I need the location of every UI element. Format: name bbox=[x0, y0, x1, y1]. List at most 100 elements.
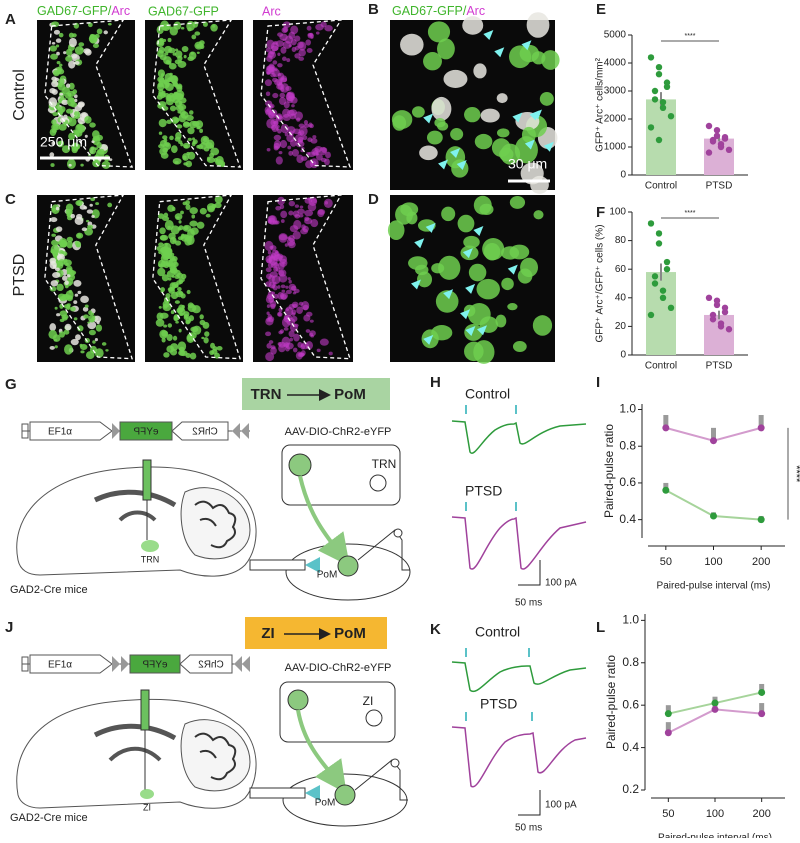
cell bbox=[187, 228, 195, 238]
cell bbox=[272, 92, 279, 99]
cell bbox=[162, 216, 170, 222]
cell bbox=[84, 116, 92, 124]
data-point bbox=[651, 96, 659, 103]
x-tick-label: Control bbox=[645, 181, 677, 192]
error-bar bbox=[663, 482, 669, 491]
y-tick-label: 80 bbox=[615, 235, 627, 246]
cell bbox=[264, 79, 272, 87]
cell bbox=[300, 156, 308, 161]
cell bbox=[181, 273, 187, 280]
cell bbox=[75, 334, 81, 341]
cell bbox=[166, 119, 172, 124]
x-tick-label: 200 bbox=[752, 556, 770, 568]
cell bbox=[51, 119, 57, 125]
label-green: GAD67-GFP/ bbox=[37, 4, 112, 18]
cell bbox=[51, 89, 58, 95]
cell bbox=[191, 214, 196, 219]
cell bbox=[431, 263, 445, 274]
cell bbox=[171, 275, 175, 278]
arrowhead bbox=[465, 283, 476, 294]
cell bbox=[157, 82, 164, 88]
cell bbox=[387, 220, 405, 241]
cell bbox=[297, 208, 305, 215]
error-bar bbox=[665, 705, 671, 714]
cell bbox=[180, 111, 189, 119]
data-point bbox=[655, 240, 663, 247]
cell bbox=[168, 47, 176, 54]
cell bbox=[431, 96, 452, 121]
cell bbox=[303, 123, 310, 128]
cell bbox=[53, 29, 60, 35]
cell bbox=[51, 141, 56, 146]
cell bbox=[59, 63, 63, 67]
cell bbox=[187, 127, 195, 135]
cell bbox=[287, 277, 291, 281]
cell bbox=[183, 162, 188, 166]
source: TRN bbox=[251, 386, 282, 403]
cell bbox=[92, 340, 96, 344]
cell bbox=[408, 256, 428, 270]
cell bbox=[473, 63, 487, 79]
cell bbox=[101, 342, 107, 346]
cell bbox=[178, 220, 182, 224]
cell bbox=[275, 205, 282, 211]
circuit-diagram bbox=[249, 681, 408, 827]
target-box-label: PoM bbox=[315, 798, 336, 809]
y-tick-label: 0.8 bbox=[619, 438, 636, 452]
cell bbox=[521, 126, 536, 143]
cell bbox=[174, 300, 180, 304]
cell bbox=[61, 99, 69, 106]
data-point bbox=[663, 266, 671, 273]
cell bbox=[299, 130, 305, 136]
cell bbox=[161, 90, 166, 94]
cell bbox=[54, 71, 59, 75]
cell bbox=[464, 107, 481, 123]
cell bbox=[178, 101, 183, 105]
y-tick-label: 0 bbox=[620, 350, 626, 361]
cell bbox=[309, 123, 314, 129]
cell bbox=[94, 337, 98, 342]
arrowhead bbox=[507, 264, 518, 275]
cell bbox=[180, 234, 190, 242]
cell bbox=[76, 200, 83, 206]
cell bbox=[95, 324, 103, 332]
y-tick-label: 0 bbox=[620, 170, 626, 181]
region-outline bbox=[260, 19, 351, 168]
cell bbox=[70, 338, 79, 346]
cell bbox=[273, 293, 279, 299]
cell bbox=[101, 160, 111, 169]
cell bbox=[292, 231, 301, 240]
cell bbox=[302, 135, 308, 141]
data-point bbox=[710, 512, 717, 520]
arrowhead bbox=[473, 225, 484, 236]
trace-label: PTSD bbox=[480, 696, 517, 712]
cell bbox=[89, 203, 93, 207]
data-point bbox=[655, 136, 663, 144]
cell bbox=[391, 110, 413, 129]
cell bbox=[309, 32, 314, 38]
cell bbox=[83, 48, 91, 54]
cell bbox=[57, 82, 66, 91]
trace bbox=[451, 661, 587, 693]
cell bbox=[426, 130, 443, 145]
cell bbox=[167, 37, 172, 43]
cell bbox=[168, 258, 177, 267]
cell bbox=[187, 151, 196, 160]
cell bbox=[476, 278, 500, 300]
y-tick-label: 0.2 bbox=[622, 782, 639, 796]
cell bbox=[283, 327, 289, 331]
cell bbox=[304, 209, 314, 217]
cell bbox=[266, 311, 270, 316]
cell bbox=[80, 295, 89, 304]
cell bbox=[63, 329, 70, 335]
cell bbox=[288, 279, 292, 284]
cell bbox=[63, 114, 68, 120]
cell bbox=[278, 233, 288, 241]
cell bbox=[81, 227, 88, 232]
cell bbox=[159, 37, 164, 42]
x-tick-label: 50 bbox=[660, 556, 672, 568]
cell bbox=[158, 131, 163, 135]
cell bbox=[164, 242, 168, 246]
cell bbox=[291, 309, 297, 315]
